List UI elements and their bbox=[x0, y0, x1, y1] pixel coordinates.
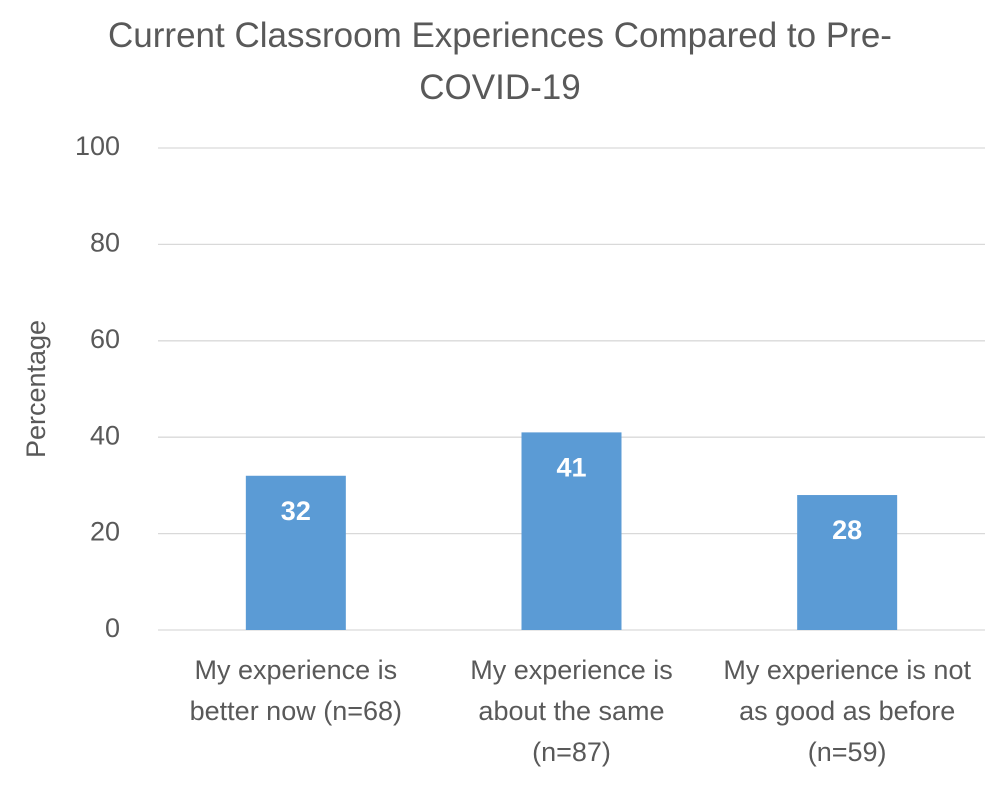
y-tick-label: 40 bbox=[90, 420, 120, 450]
y-tick-label: 60 bbox=[90, 324, 120, 354]
x-tick-label: My experience is about the same (n=87) bbox=[470, 655, 673, 767]
x-tick-label: My experience is better now (n=68) bbox=[189, 655, 403, 726]
y-tick-label: 20 bbox=[90, 517, 120, 547]
data-label: 32 bbox=[281, 496, 311, 526]
bar bbox=[797, 495, 898, 630]
chart-title: Current Classroom Experiences Compared t… bbox=[108, 16, 892, 107]
y-axis-label: Percentage bbox=[21, 320, 51, 458]
data-label: 41 bbox=[556, 453, 586, 483]
y-tick-label: 0 bbox=[105, 613, 120, 643]
bar bbox=[521, 432, 622, 630]
x-tick-label: My experience is not as good as before (… bbox=[723, 655, 971, 767]
bar bbox=[245, 475, 346, 630]
data-label: 28 bbox=[832, 515, 862, 545]
y-tick-label: 100 bbox=[75, 131, 120, 161]
y-tick-label: 80 bbox=[90, 228, 120, 258]
